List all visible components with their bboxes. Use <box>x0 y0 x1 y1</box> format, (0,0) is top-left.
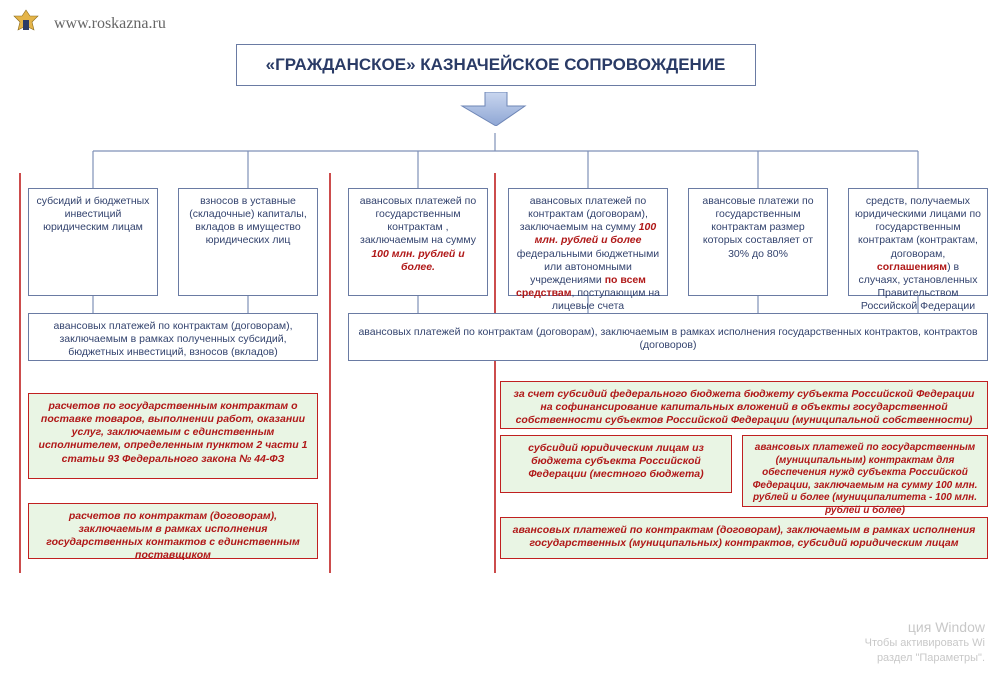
text: авансовых платежей по контрактам (догово… <box>53 320 292 358</box>
text: средств, получаемых юридическими лицами … <box>855 195 981 260</box>
wm-line: ция Window <box>865 618 985 636</box>
down-arrow-icon <box>0 92 991 129</box>
text: расчетов по контрактам (договорам), закл… <box>46 510 299 561</box>
text: авансовых платежей по контрактам (догово… <box>520 195 648 233</box>
node-advance-30-80: авансовые платежи по государственным кон… <box>688 188 828 296</box>
node-advance-sub-left: авансовых платежей по контрактам (догово… <box>28 313 318 361</box>
node-g5: расчетов по контрактам (договорам), закл… <box>28 503 318 559</box>
site-url: www.roskazna.ru <box>54 15 166 33</box>
node-funds-legal: средств, получаемых юридическими лицами … <box>848 188 988 296</box>
node-advance-sub-right: авансовых платежей по контрактам (догово… <box>348 313 988 361</box>
text: авансовых платежей по контрактам (догово… <box>513 524 976 549</box>
wm-line: раздел "Параметры". <box>865 651 985 665</box>
text: авансовых платежей по контрактам (догово… <box>358 326 977 351</box>
diagram-canvas: субсидий и бюджетных инвестиций юридичес… <box>0 133 991 693</box>
text: авансовых платежей по государственным (м… <box>753 442 978 516</box>
text: авансовых платежей по государственным ко… <box>360 195 476 246</box>
text: за счет субсидий федерального бюджета бю… <box>514 388 975 426</box>
logo-emblem <box>10 8 42 40</box>
text: взносов в уставные (складочные) капиталы… <box>189 195 307 246</box>
node-g3: субсидий юридическим лицам из бюджета су… <box>500 435 732 493</box>
text: авансовые платежи по государственным кон… <box>702 195 813 260</box>
highlight: соглашениям <box>877 261 947 273</box>
diagram-title: «ГРАЖДАНСКОЕ» КАЗНАЧЕЙСКОЕ СОПРОВОЖДЕНИЕ <box>236 44 756 86</box>
text: субсидий и бюджетных инвестиций юридичес… <box>37 195 150 233</box>
windows-activation-watermark: ция Window Чтобы активировать Wi раздел … <box>865 618 985 665</box>
text: расчетов по государственным контрактам о… <box>39 400 308 465</box>
node-g4: авансовых платежей по государственным (м… <box>742 435 988 507</box>
node-advance-contracts: авансовых платежей по контрактам (догово… <box>508 188 668 296</box>
node-advance-gov: авансовых платежей по государственным ко… <box>348 188 488 296</box>
highlight: 100 млн. рублей и более. <box>371 248 464 273</box>
node-g6: авансовых платежей по контрактам (догово… <box>500 517 988 559</box>
node-g2: за счет субсидий федерального бюджета бю… <box>500 381 988 429</box>
text: субсидий юридическим лицам из бюджета су… <box>528 442 704 480</box>
node-contributions: взносов в уставные (складочные) капиталы… <box>178 188 318 296</box>
node-g1: расчетов по государственным контрактам о… <box>28 393 318 479</box>
node-subsidies: субсидий и бюджетных инвестиций юридичес… <box>28 188 158 296</box>
wm-line: Чтобы активировать Wi <box>865 636 985 650</box>
